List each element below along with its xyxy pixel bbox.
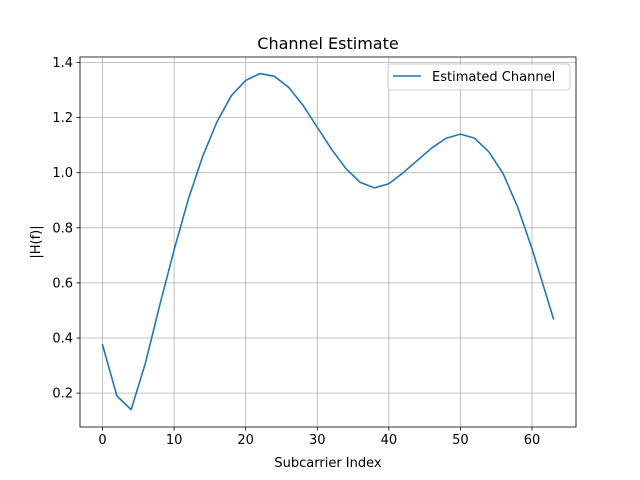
x-tick-label: 30 (309, 433, 326, 448)
y-tick-label: 1.4 (52, 56, 73, 71)
ticks: 0 10 20 30 40 50 60 0.2 0.4 0.6 0.8 1.0 1.2 1.4 (52, 56, 540, 448)
y-tick-label: 1.2 (52, 111, 73, 126)
x-tick-label: 60 (524, 433, 541, 448)
x-tick-label: 0 (98, 433, 106, 448)
legend-label: Estimated Channel (432, 70, 555, 85)
x-tick-label: 50 (452, 433, 469, 448)
y-axis-title: |H(f)| (29, 225, 44, 258)
chart-title: Channel Estimate (257, 34, 398, 53)
y-tick-label: 0.6 (52, 276, 73, 291)
x-tick-label: 40 (381, 433, 398, 448)
grid (80, 57, 576, 427)
x-axis-title: Subcarrier Index (274, 456, 381, 471)
plot-frame (79, 56, 577, 428)
y-tick-label: 0.2 (52, 387, 73, 402)
x-tick-label: 10 (166, 433, 183, 448)
series-layer (101, 72, 555, 411)
legend-box (387, 63, 571, 91)
series-line (101, 72, 555, 411)
y-tick-label: 0.4 (52, 332, 73, 347)
y-tick-label: 0.8 (52, 221, 73, 236)
legend: Estimated Channel (387, 63, 571, 91)
x-tick-label: 20 (237, 433, 254, 448)
y-tick-label: 1.0 (52, 166, 73, 181)
